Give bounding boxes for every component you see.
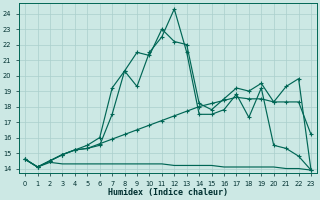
X-axis label: Humidex (Indice chaleur): Humidex (Indice chaleur) [108,188,228,197]
